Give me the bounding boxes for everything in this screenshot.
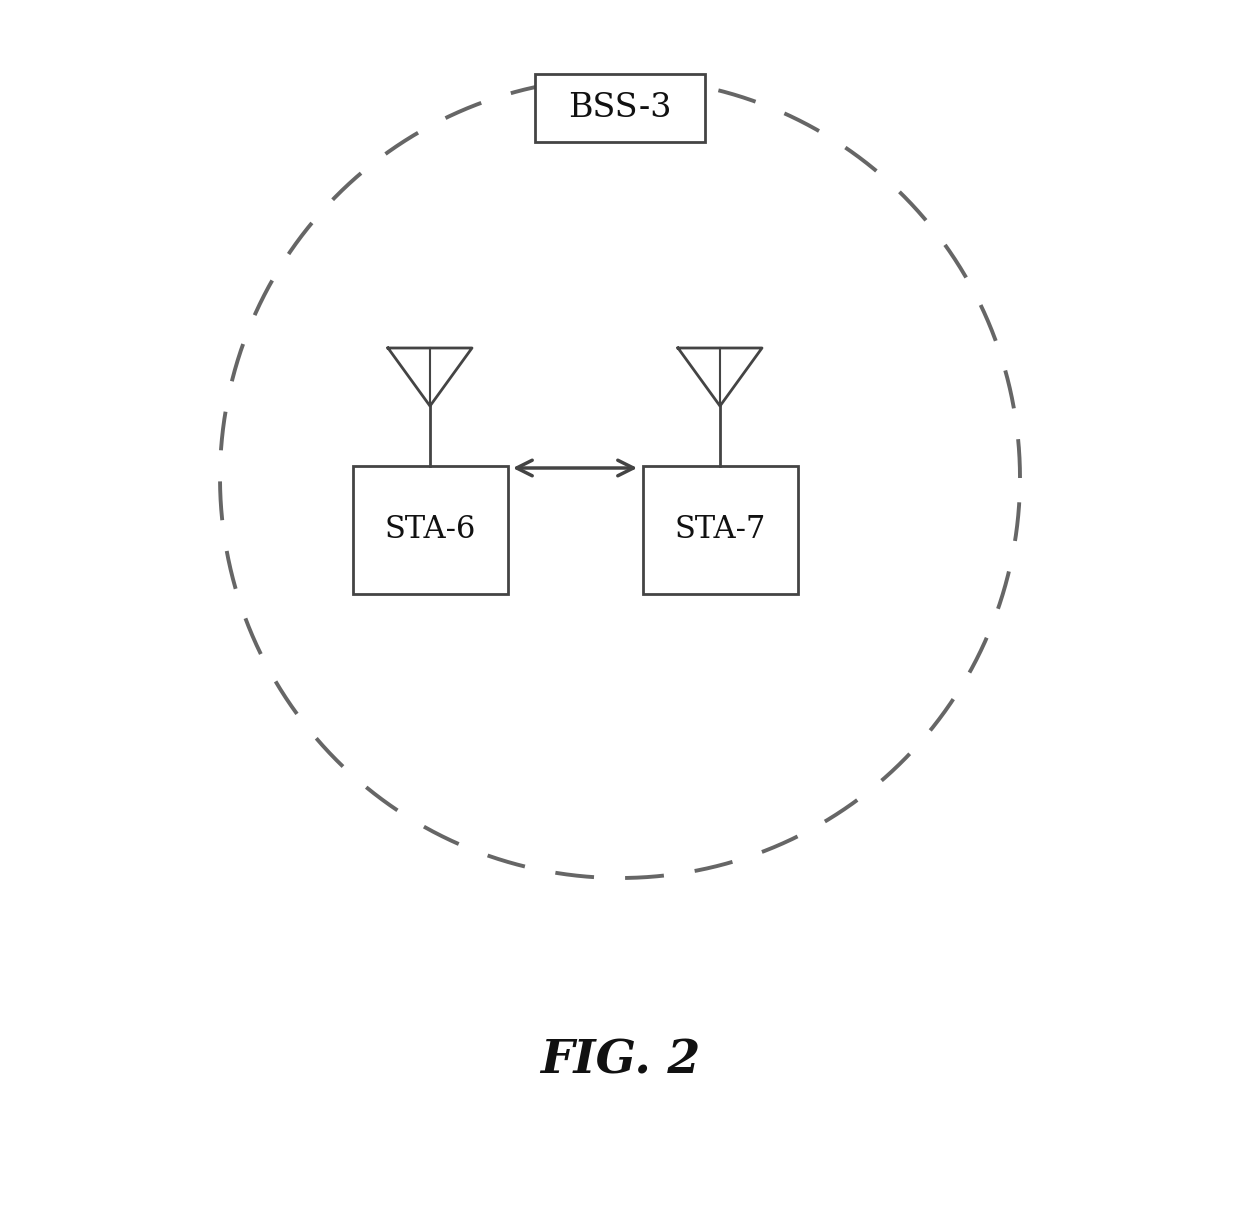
Text: STA-6: STA-6 [384, 515, 476, 546]
Text: STA-7: STA-7 [675, 515, 765, 546]
Bar [642, 466, 797, 594]
Bar [534, 74, 706, 142]
Bar [352, 466, 507, 594]
Text: FIG. 2: FIG. 2 [539, 1038, 701, 1083]
Text: BSS-3: BSS-3 [568, 92, 672, 124]
